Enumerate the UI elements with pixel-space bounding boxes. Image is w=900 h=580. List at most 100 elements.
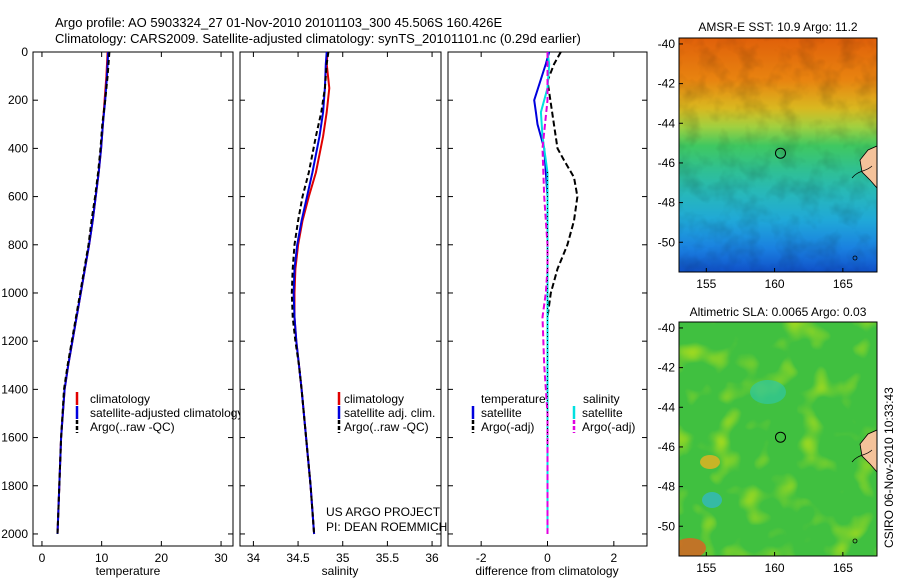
legend-header-temperature: temperature	[481, 392, 546, 406]
difference-xlabel: difference from climatology	[475, 564, 618, 578]
sla-map-frame	[678, 321, 878, 557]
map-y-tick-label: -40	[658, 37, 676, 51]
series-line-satellite-adj-clim-	[292, 51, 328, 535]
sst-coastline	[859, 145, 877, 189]
y-tick-label: 0	[21, 45, 28, 59]
temperature-series	[56, 51, 111, 535]
x-tick-label: 35.5	[376, 551, 400, 565]
map-y-tick-label: -40	[658, 321, 676, 335]
temperature-xlabel: temperature	[96, 564, 161, 578]
x-tick-label: 36	[425, 551, 439, 565]
salinity-xlabel: salinity	[322, 564, 359, 578]
y-tick-label: 400	[8, 141, 28, 155]
y-tick-label: 1400	[1, 382, 28, 396]
salinity-panel: 34 34.5 35 35.5 36 salinity climatology sate…	[239, 51, 447, 578]
sla-coastline	[859, 429, 877, 473]
difference-x-axis: -2 0 2	[448, 51, 647, 565]
legend-label-climatology: climatology	[344, 392, 404, 406]
y-tick-label: 1000	[1, 286, 28, 300]
x-tick-label: 0	[544, 551, 551, 565]
sla-warm-anomaly	[700, 455, 720, 469]
map-y-tick-label: -50	[658, 235, 676, 249]
salinity-series	[290, 51, 331, 535]
sst-map-frame	[678, 37, 878, 273]
sst-argo-location-marker	[775, 147, 786, 159]
legend-label-climatology: climatology	[90, 392, 150, 406]
map-y-tick-label: -48	[658, 480, 676, 494]
sst-coastline-detail	[851, 165, 873, 179]
x-tick-label: 34.5	[286, 551, 310, 565]
credit-line-1: US ARGO PROJECT	[326, 505, 441, 519]
difference-legend: temperature salinity satellite Argo(-adj…	[471, 392, 635, 434]
map-x-tick-label: 155	[696, 277, 716, 291]
x-tick-label: 20	[155, 551, 169, 565]
series-line-argo-raw-qc-	[290, 51, 330, 535]
sst-island	[852, 255, 858, 261]
series-line-salinity-satellite	[539, 51, 551, 534]
side-stamp: CSIRO 06-Nov-2010 10:33:43	[882, 387, 896, 548]
sla-cool-anomaly	[702, 492, 722, 508]
series-line-argo-raw-qc-	[56, 51, 111, 535]
map-x-tick-label: 165	[833, 277, 853, 291]
difference-panel: -2 0 2 difference from climatology tempera…	[447, 51, 648, 578]
legend-label-satellite: satellite-adjusted climatology	[90, 406, 243, 420]
y-tick-label: 800	[8, 238, 28, 252]
legend-label-argo: Argo(..raw -QC)	[344, 420, 429, 434]
sla-texture	[679, 322, 877, 556]
temperature-x-axis: 0 10 20 30	[39, 52, 228, 565]
y-tick-label: 600	[8, 190, 28, 204]
salinity-legend: climatology satellite adj. clim. Argo(..…	[337, 392, 435, 434]
sla-map-axes: 155 160 165 -40 -42 -44 -46 -48 -50	[658, 321, 854, 575]
sla-argo-location-marker	[775, 431, 786, 443]
salinity-axes-frame	[239, 51, 442, 547]
legend-header-salinity: salinity	[583, 392, 620, 406]
map-y-tick-label: -46	[658, 440, 676, 454]
x-tick-label: -2	[476, 551, 487, 565]
sla-cool-anomaly	[750, 380, 786, 404]
title-line-2: Climatology: CARS2009. Satellite-adjuste…	[55, 31, 581, 46]
sla-warm-anomaly	[679, 538, 706, 556]
sla-map: Altimetric SLA: 0.0065 Argo: 0.03 155 160…	[658, 305, 878, 575]
sla-map-title: Altimetric SLA: 0.0065 Argo: 0.03	[690, 305, 867, 319]
x-tick-label: 34	[247, 551, 261, 565]
sla-coastline-detail	[851, 449, 873, 463]
credit-line-2: PI: DEAN ROEMMICH	[326, 520, 447, 534]
map-y-tick-label: -42	[658, 77, 676, 91]
map-x-tick-label: 160	[765, 277, 785, 291]
x-tick-label: 0	[39, 551, 46, 565]
x-tick-label: 30	[214, 551, 228, 565]
sst-texture	[679, 38, 877, 272]
legend-label-temp-satellite: satellite	[481, 406, 522, 420]
y-tick-label: 1800	[1, 479, 28, 493]
y-tick-label: 200	[8, 93, 28, 107]
x-tick-label: 35	[336, 551, 350, 565]
legend-label-argo: Argo(..raw -QC)	[90, 420, 175, 434]
y-tick-label: 1600	[1, 431, 28, 445]
depth-axis: 0 200 400 600 800 1000 1200 1400 1600 1800 2000	[1, 45, 233, 541]
map-y-tick-label: -46	[658, 156, 676, 170]
temperature-axes-frame	[32, 51, 234, 547]
legend-label-temp-argo: Argo(-adj)	[481, 420, 534, 434]
legend-label-sal-argo: Argo(-adj)	[582, 420, 635, 434]
temperature-legend: climatology satellite-adjusted climatolo…	[75, 392, 243, 434]
map-y-tick-label: -42	[658, 361, 676, 375]
map-y-tick-label: -48	[658, 196, 676, 210]
sst-map-axes: 155 160 165 -40 -42 -44 -46 -48 -50	[658, 37, 854, 291]
legend-label-satellite: satellite adj. clim.	[344, 406, 435, 420]
map-x-tick-label: 165	[833, 561, 853, 575]
legend-label-sal-satellite: satellite	[582, 406, 623, 420]
map-x-tick-label: 160	[765, 561, 785, 575]
title-line-1: Argo profile: AO 5903324_27 01-Nov-2010 …	[55, 15, 503, 30]
x-tick-label: 10	[95, 551, 109, 565]
map-x-tick-label: 155	[696, 561, 716, 575]
y-tick-label: 2000	[1, 527, 28, 541]
map-y-tick-label: -44	[658, 400, 676, 414]
difference-series	[533, 51, 579, 534]
sla-island	[852, 538, 858, 544]
temperature-panel: 0 200 400 600 800 1000 1200 1400 1600 1800 2000 0 1…	[1, 45, 243, 578]
sst-map: AMSR-E SST: 10.9 Argo: 11.2 155 160 165 -40…	[658, 20, 878, 291]
map-y-tick-label: -50	[658, 519, 676, 533]
map-y-tick-label: -44	[658, 116, 676, 130]
y-tick-label: 1200	[1, 334, 28, 348]
